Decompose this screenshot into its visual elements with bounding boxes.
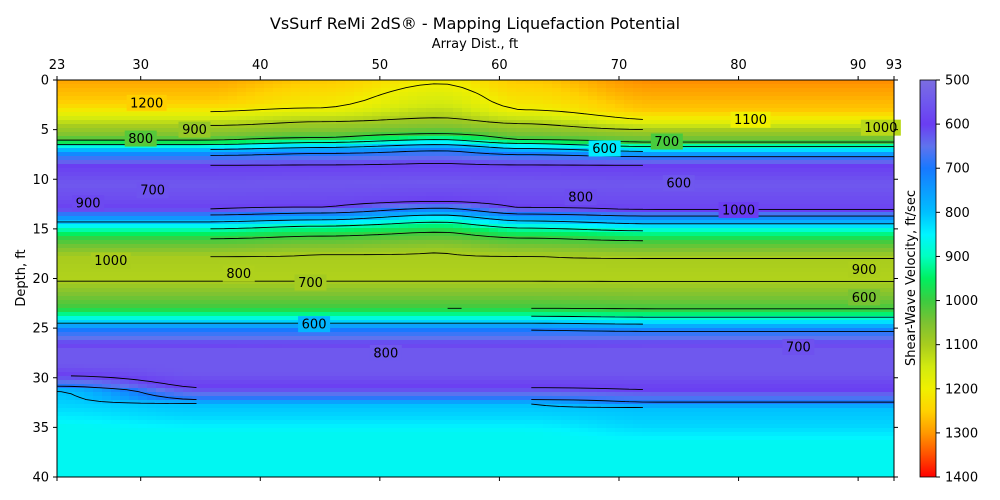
- contour-line-1200: [210, 83, 643, 120]
- x-tick-label: 50: [372, 58, 389, 73]
- contour-label-bg: [564, 189, 597, 206]
- y-tick-label: 5: [41, 123, 49, 138]
- y-tick-label: 20: [32, 272, 49, 287]
- chart-title: VsSurf ReMi 2dS® - Mapping Liquefaction …: [270, 14, 680, 33]
- contour-label-bg: [730, 111, 771, 128]
- contour-label-bg: [782, 338, 815, 355]
- contour-line-1100: [57, 117, 894, 282]
- contour-label-bg: [124, 130, 157, 147]
- y-axis-ticks: 0 5 10 15 20 25 30 35 40: [32, 74, 898, 486]
- contour-label-bg: [222, 265, 255, 282]
- contour-labels: 1200 1100 1000 900 800 700 600 600 700 800 900 1000…: [72, 94, 901, 361]
- contour-label-bg: [90, 252, 131, 269]
- contour-line-600: [70, 162, 894, 390]
- colorbar: [919, 79, 937, 478]
- contour-label: 800: [226, 267, 251, 282]
- colorbar-tick-label: 1300: [945, 426, 978, 441]
- y-tick-label: 30: [32, 371, 49, 386]
- contour-label-bg: [298, 316, 331, 333]
- x-tick-label: 90: [850, 58, 867, 73]
- contour-label-bg: [848, 289, 881, 306]
- contour-label: 600: [666, 177, 691, 192]
- x-axis-ticks: 23 30 40 50 60 70 80 90 93: [49, 58, 903, 481]
- y-tick-label: 25: [32, 322, 49, 337]
- contour-line-800: [57, 144, 894, 408]
- y-tick-label: 35: [32, 421, 49, 436]
- y-tick-label: 40: [32, 471, 49, 486]
- y-tick-label: 15: [32, 222, 49, 237]
- x-axis-label: Array Dist., ft: [432, 37, 518, 52]
- x-tick-label: 60: [491, 58, 508, 73]
- contour-label: 700: [786, 340, 811, 355]
- contour-label: 800: [128, 132, 153, 147]
- contour-label: 600: [302, 318, 327, 333]
- x-tick-label: 30: [132, 58, 149, 73]
- contour-label-bg: [848, 261, 881, 278]
- contour-label: 600: [592, 142, 617, 157]
- colorbar-tick-label: 1200: [945, 382, 978, 397]
- contour-label: 1000: [864, 121, 897, 136]
- contour-label-bg: [72, 195, 105, 212]
- contour-label: 900: [182, 123, 207, 138]
- contour-label-bg: [588, 140, 621, 157]
- contour-label: 1100: [734, 113, 767, 128]
- velocity-heatmap: [57, 80, 894, 477]
- y-axis-label: Depth, ft: [14, 249, 29, 306]
- colorbar-tick-label: 1400: [945, 471, 978, 486]
- contour-label: 600: [852, 291, 877, 306]
- contour-label: 700: [654, 135, 679, 150]
- colorbar-label: Shear-Wave Velocity, ft/sec: [904, 190, 919, 366]
- contour-label-bg: [860, 119, 901, 136]
- colorbar-tick-label: 1100: [945, 338, 978, 353]
- contour-label: 1000: [94, 254, 127, 269]
- colorbar-tick-label: 800: [945, 206, 970, 221]
- contour-label-bg: [136, 182, 169, 199]
- contour-label-bg: [650, 133, 683, 150]
- colorbar-ticks: 500 600 700 800 900 1000 1100 1200 1300 1400: [936, 74, 978, 486]
- y-tick-label: 10: [32, 173, 49, 188]
- contour-label-bg: [718, 202, 759, 219]
- contour-label-bg: [294, 274, 327, 291]
- contour-label: 800: [568, 191, 593, 206]
- contour-label: 900: [852, 263, 877, 278]
- contour-label: 700: [140, 184, 165, 199]
- contour-label: 1000: [722, 204, 755, 219]
- colorbar-tick-label: 500: [945, 74, 970, 89]
- contour-label: 800: [373, 346, 398, 361]
- contour-label-bg: [662, 175, 695, 192]
- contour-label-bg: [369, 344, 402, 361]
- contour-label: 900: [76, 197, 101, 212]
- x-tick-label: 23: [49, 58, 66, 73]
- colorbar-tick-label: 900: [945, 250, 970, 265]
- x-tick-label: 70: [611, 58, 628, 73]
- contour-label-bg: [178, 121, 211, 138]
- contour-label: 1200: [130, 96, 163, 111]
- colorbar-tick-label: 600: [945, 118, 970, 133]
- y-tick-label: 0: [41, 74, 49, 89]
- colorbar-tick-label: 1000: [945, 294, 978, 309]
- contour-label: 700: [298, 276, 323, 291]
- x-tick-label: 80: [730, 58, 747, 73]
- colorbar-tick-label: 700: [945, 162, 970, 177]
- contour-label-bg: [126, 94, 167, 111]
- x-tick-label: 40: [252, 58, 269, 73]
- x-tick-label: 93: [886, 58, 903, 73]
